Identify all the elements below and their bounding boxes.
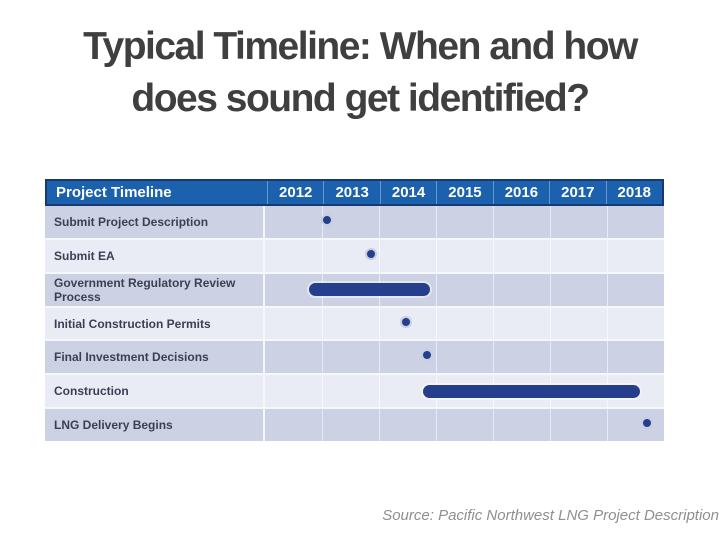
year-gridline (607, 273, 608, 306)
year-gridline (322, 341, 323, 374)
year-gridline (436, 409, 437, 442)
source-caption: Source: Pacific Northwest LNG Project De… (382, 507, 719, 524)
timeline-body: Submit Project Description Submit EA Gover… (45, 206, 664, 442)
row-plot-area (265, 409, 664, 442)
year-gridline (607, 206, 608, 238)
row-label: Final Investment Decisions (45, 341, 265, 374)
table-row: Construction (45, 373, 664, 408)
row-plot-area (265, 239, 664, 272)
year-header-2017: 2017 (549, 181, 605, 204)
row-label: LNG Delivery Begins (45, 409, 265, 442)
year-gridline (550, 273, 551, 306)
year-gridline (322, 375, 323, 408)
year-gridline (436, 273, 437, 306)
year-gridline (379, 409, 380, 442)
year-gridline (607, 341, 608, 374)
milestone-dot (365, 247, 378, 260)
year-gridline (322, 409, 323, 442)
year-gridline (379, 341, 380, 374)
duration-bar (422, 384, 641, 398)
row-label: Initial Construction Permits (45, 307, 265, 340)
project-timeline-chart: Project Timeline 2012 2013 2014 2015 2016 201… (45, 179, 664, 442)
milestone-dot (321, 213, 334, 226)
year-gridline (436, 307, 437, 340)
milestone-dot (641, 417, 654, 430)
year-header-2018: 2018 (605, 181, 662, 204)
year-gridline (550, 307, 551, 340)
row-label: Submit EA (45, 239, 265, 272)
year-gridline (379, 307, 380, 340)
table-row: Final Investment Decisions (45, 339, 664, 374)
row-plot-area (265, 307, 664, 340)
year-header-2012: 2012 (267, 181, 323, 204)
year-gridline (379, 239, 380, 272)
row-label: Submit Project Description (45, 206, 265, 238)
year-gridline (493, 206, 494, 238)
year-gridline (379, 206, 380, 238)
table-row: Submit EA (45, 237, 664, 272)
year-gridline (493, 239, 494, 272)
row-label: Government Regulatory Review Process (45, 273, 265, 306)
year-gridline (550, 239, 551, 272)
year-header-2016: 2016 (492, 181, 549, 204)
timeline-header-row: Project Timeline 2012 2013 2014 2015 2016 201… (45, 179, 664, 206)
year-gridline (436, 239, 437, 272)
row-label: Construction (45, 375, 265, 408)
year-gridline (493, 409, 494, 442)
year-gridline (493, 341, 494, 374)
title-line-2: does sound get identified? (131, 77, 590, 120)
year-gridline (607, 409, 608, 442)
year-gridline (379, 375, 380, 408)
milestone-dot (399, 315, 412, 328)
year-header-2015: 2015 (436, 181, 492, 204)
year-gridline (550, 206, 551, 238)
year-gridline (322, 307, 323, 340)
year-gridline (493, 307, 494, 340)
row-plot-area (265, 273, 664, 306)
page-title: Typical Timeline: When and how does soun… (0, 0, 720, 125)
year-gridline (322, 239, 323, 272)
year-header-2013: 2013 (323, 181, 379, 204)
year-gridline (607, 307, 608, 340)
row-plot-area (265, 341, 664, 374)
milestone-dot (421, 349, 434, 362)
year-gridline (436, 341, 437, 374)
table-row: Government Regulatory Review Process (45, 271, 664, 306)
year-gridline (550, 409, 551, 442)
table-row: Submit Project Description (45, 206, 664, 238)
year-gridline (607, 239, 608, 272)
table-row: LNG Delivery Begins (45, 407, 664, 442)
row-plot-area (265, 206, 664, 238)
duration-bar (308, 283, 430, 297)
table-row: Initial Construction Permits (45, 305, 664, 340)
timeline-header-label: Project Timeline (56, 184, 172, 201)
year-header-cells: 2012 2013 2014 2015 2016 2017 2018 (267, 181, 662, 204)
row-plot-area (265, 375, 664, 408)
year-gridline (436, 206, 437, 238)
year-header-2014: 2014 (379, 181, 436, 204)
title-line-1: Typical Timeline: When and how (83, 25, 638, 68)
year-gridline (493, 273, 494, 306)
year-gridline (550, 341, 551, 374)
